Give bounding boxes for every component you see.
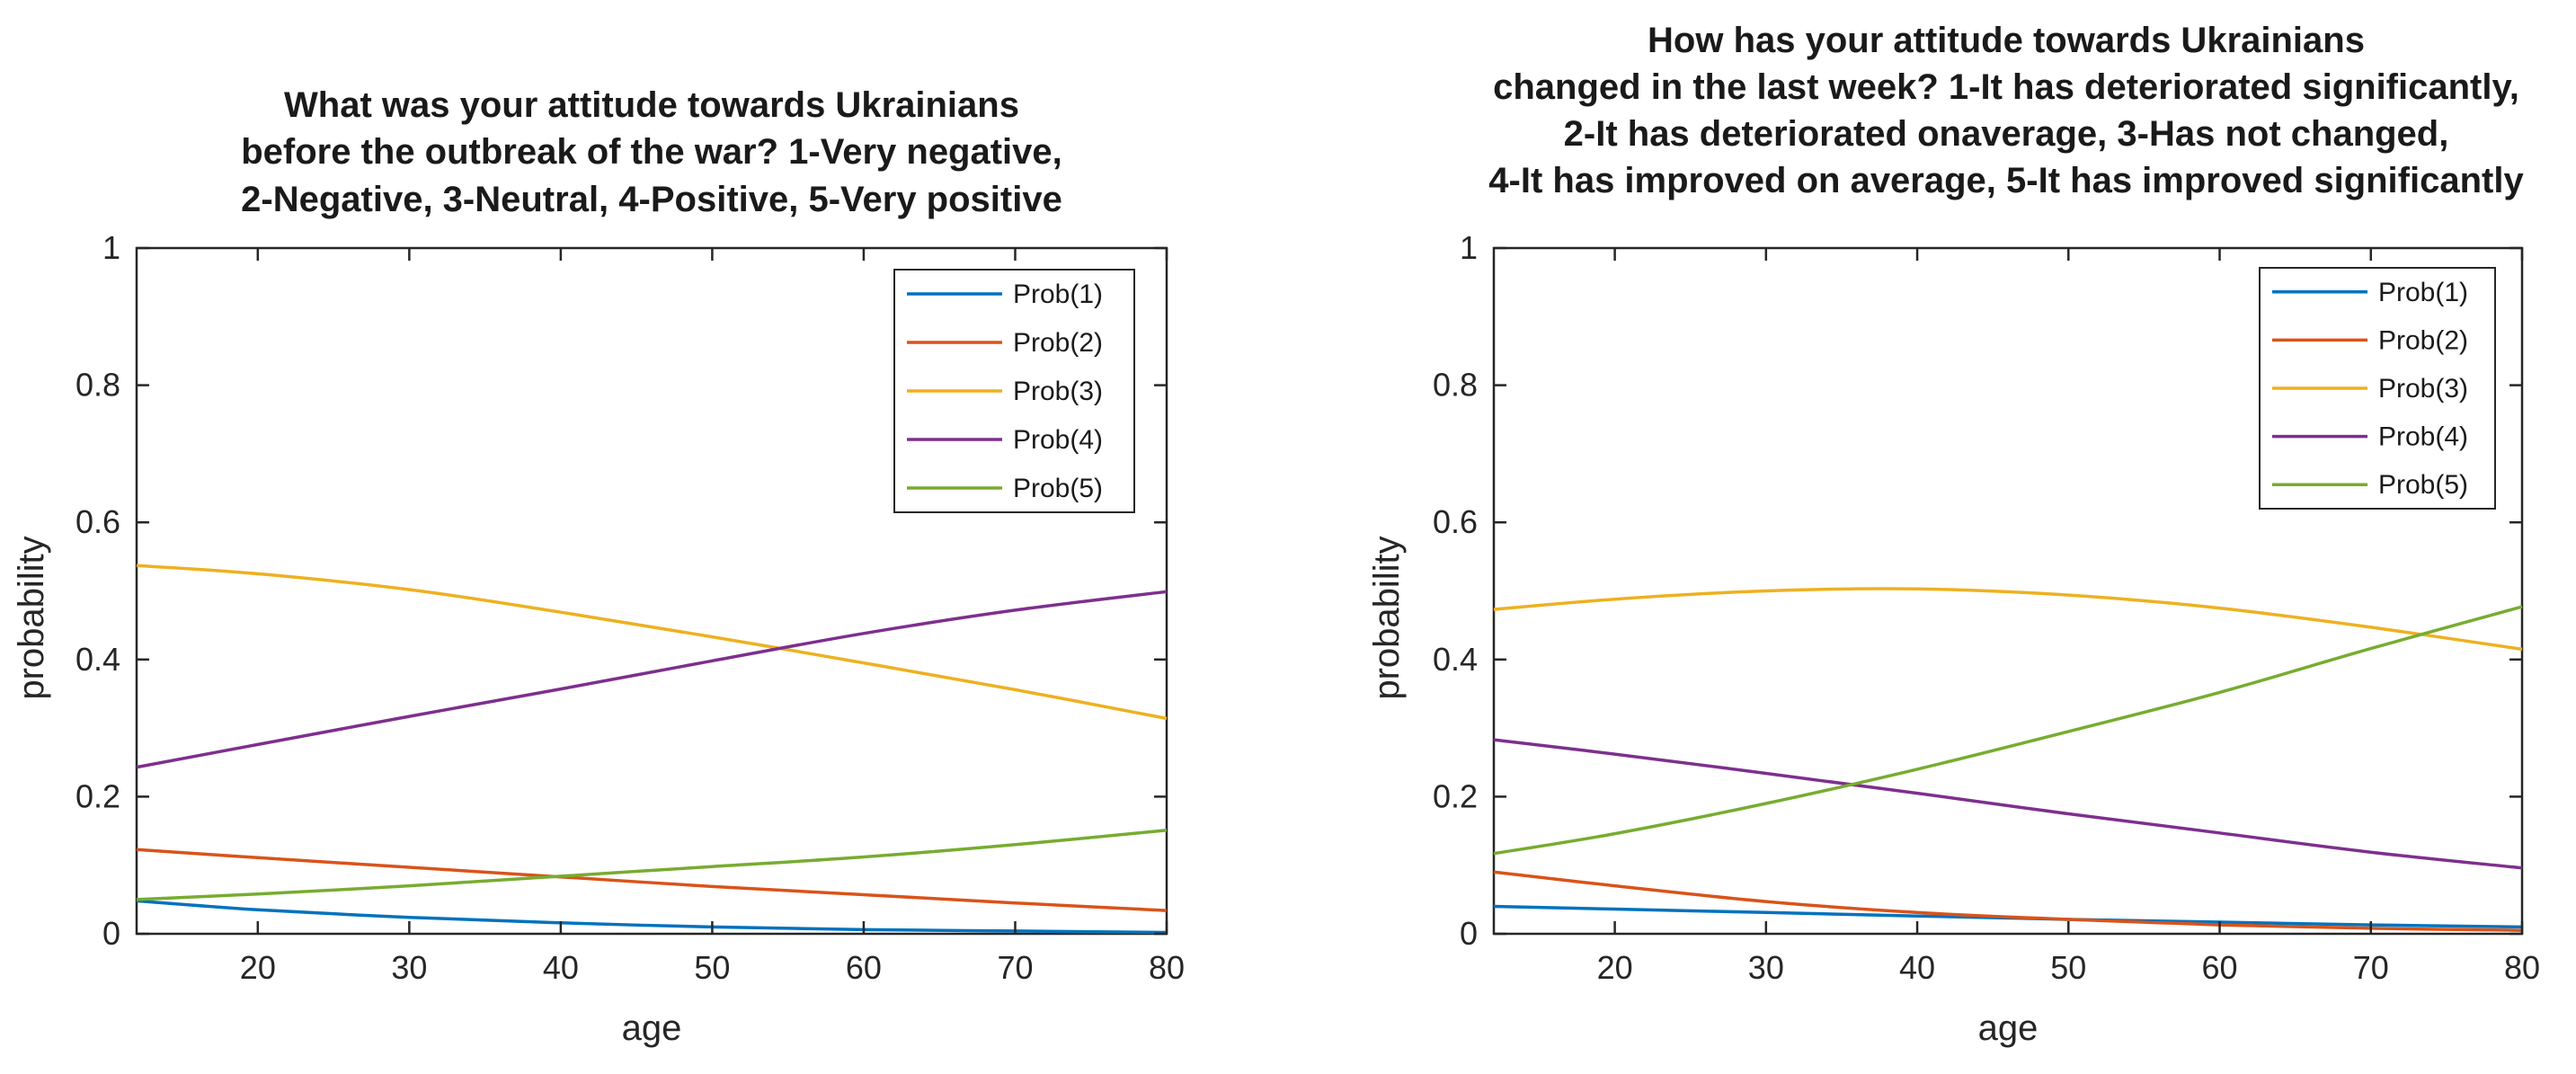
legend-label-2: Prob(2)	[2378, 325, 2468, 355]
x-tick-label: 80	[2504, 949, 2540, 986]
y-tick-label: 0.6	[1433, 503, 1478, 540]
legend: Prob(1) Prob(2) Prob(3) Prob(4) Prob(5)	[2259, 267, 2496, 510]
legend-label-1: Prob(1)	[1013, 280, 1103, 309]
y-axis-label: probability	[12, 536, 51, 699]
x-tick-label: 60	[2202, 949, 2238, 986]
y-tick-label: 0.8	[76, 367, 120, 404]
legend-label-4: Prob(4)	[2378, 422, 2468, 452]
chart-title-line: 2-It has deteriorated onaverage, 3-Has n…	[1564, 114, 2449, 154]
right-chart: How has your attitude towards Ukrainians…	[1367, 21, 2540, 1048]
series-line-2	[1493, 870, 2523, 932]
x-axis-label: age	[1978, 1008, 2039, 1048]
left-chart: What was your attitude towards Ukrainian…	[12, 85, 1185, 1048]
x-tick-label: 50	[694, 949, 730, 986]
x-tick-label: 20	[240, 949, 276, 986]
y-tick-label: 0.4	[76, 641, 120, 678]
x-tick-label: 70	[2353, 949, 2389, 986]
y-tick-label: 1	[1460, 229, 1478, 266]
x-tick-label: 80	[1149, 949, 1185, 986]
legend-label-1: Prob(1)	[2378, 278, 2468, 307]
legend-label-4: Prob(4)	[1013, 425, 1103, 455]
y-tick-label: 0.6	[76, 503, 120, 540]
x-tick-label: 20	[1597, 949, 1633, 986]
y-tick-label: 0.8	[1433, 367, 1478, 404]
chart-title-line: before the outbreak of the war? 1-Very n…	[241, 132, 1062, 172]
series-group	[1493, 587, 2523, 932]
series-group	[136, 564, 1168, 935]
y-tick-label: 0.2	[1433, 777, 1478, 814]
series-line-5	[136, 829, 1168, 901]
y-tick-label: 0	[1460, 915, 1478, 952]
series-line-1	[136, 899, 1168, 935]
y-tick-label: 1	[102, 229, 120, 266]
x-tick-label: 30	[1748, 949, 1784, 986]
legend-label-2: Prob(2)	[1013, 328, 1103, 358]
chart-title-line: 2-Negative, 3-Neutral, 4-Positive, 5-Ver…	[241, 180, 1062, 219]
series-line-2	[136, 848, 1168, 912]
series-line-4	[1493, 738, 2523, 870]
y-tick-label: 0	[102, 915, 120, 952]
x-tick-label: 60	[846, 949, 882, 986]
legend-label-3: Prob(3)	[2378, 374, 2468, 404]
x-tick-label: 40	[1899, 949, 1935, 986]
y-axis-label: probability	[1367, 536, 1407, 699]
y-tick-label: 0.4	[1433, 641, 1478, 678]
series-line-3	[1493, 587, 2523, 652]
x-tick-label: 40	[543, 949, 579, 986]
legend-label-3: Prob(3)	[1013, 377, 1103, 406]
series-line-4	[136, 590, 1168, 769]
x-tick-label: 30	[391, 949, 427, 986]
chart-title-line: 4-It has improved on average, 5-It has i…	[1488, 161, 2524, 200]
chart-title-line: How has your attitude towards Ukrainians	[1648, 21, 2365, 60]
x-axis-label: age	[622, 1008, 682, 1048]
legend-label-5: Prob(5)	[2378, 470, 2468, 500]
chart-title-line: What was your attitude towards Ukrainian…	[284, 85, 1019, 125]
x-tick-label: 50	[2050, 949, 2086, 986]
chart-title-line: changed in the last week? 1-It has deter…	[1493, 67, 2519, 107]
legend-label-5: Prob(5)	[1013, 474, 1103, 503]
legend: Prob(1) Prob(2) Prob(3) Prob(4) Prob(5)	[893, 269, 1135, 513]
series-line-5	[1493, 605, 2523, 856]
x-tick-label: 70	[997, 949, 1033, 986]
y-tick-label: 0.2	[76, 777, 120, 814]
series-line-3	[136, 564, 1168, 721]
